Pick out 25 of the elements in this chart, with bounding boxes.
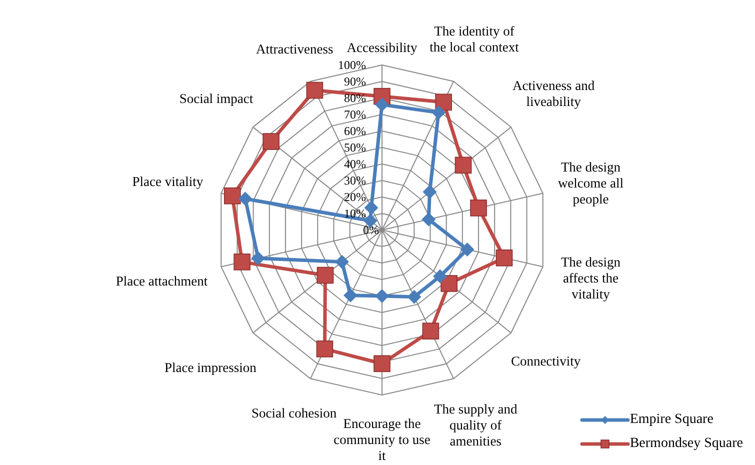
legend-label: Empire Square	[630, 412, 714, 428]
y-tick-label: 70%	[344, 108, 366, 122]
y-tick-label: 90%	[344, 74, 366, 88]
spoke-label: Place attachment	[116, 273, 208, 288]
spoke-label: Accessibility	[346, 40, 418, 55]
spoke-label: Attractiveness	[256, 42, 334, 57]
spoke-label: The identity of the local context	[430, 23, 520, 54]
y-tick-label: 10%	[344, 206, 366, 220]
spoke-label: The design affects the vitality	[560, 254, 621, 302]
spoke-label: Activeness and liveability	[512, 78, 595, 110]
spoke-label: The supply and quality of amenities	[434, 401, 518, 448]
y-tick-label: 80%	[344, 91, 366, 105]
y-tick-label: 100%	[338, 58, 366, 72]
legend-label: Bermondsey Square	[630, 436, 743, 452]
y-tick-label: 20%	[344, 190, 366, 204]
y-tick-label: 60%	[344, 124, 366, 138]
y-tick-label: 50%	[344, 140, 366, 154]
y-tick-label: 0%	[363, 223, 379, 237]
y-tick-label: 30%	[344, 174, 366, 188]
y-tick-label: 40%	[344, 157, 366, 171]
spoke-label: Social impact	[179, 90, 254, 106]
spoke-label: The design welcome all people	[558, 159, 624, 206]
spoke-label: Connectivity	[510, 354, 581, 369]
spoke-label: Place impression	[164, 360, 257, 375]
spoke-label: Place vitality	[132, 174, 204, 190]
